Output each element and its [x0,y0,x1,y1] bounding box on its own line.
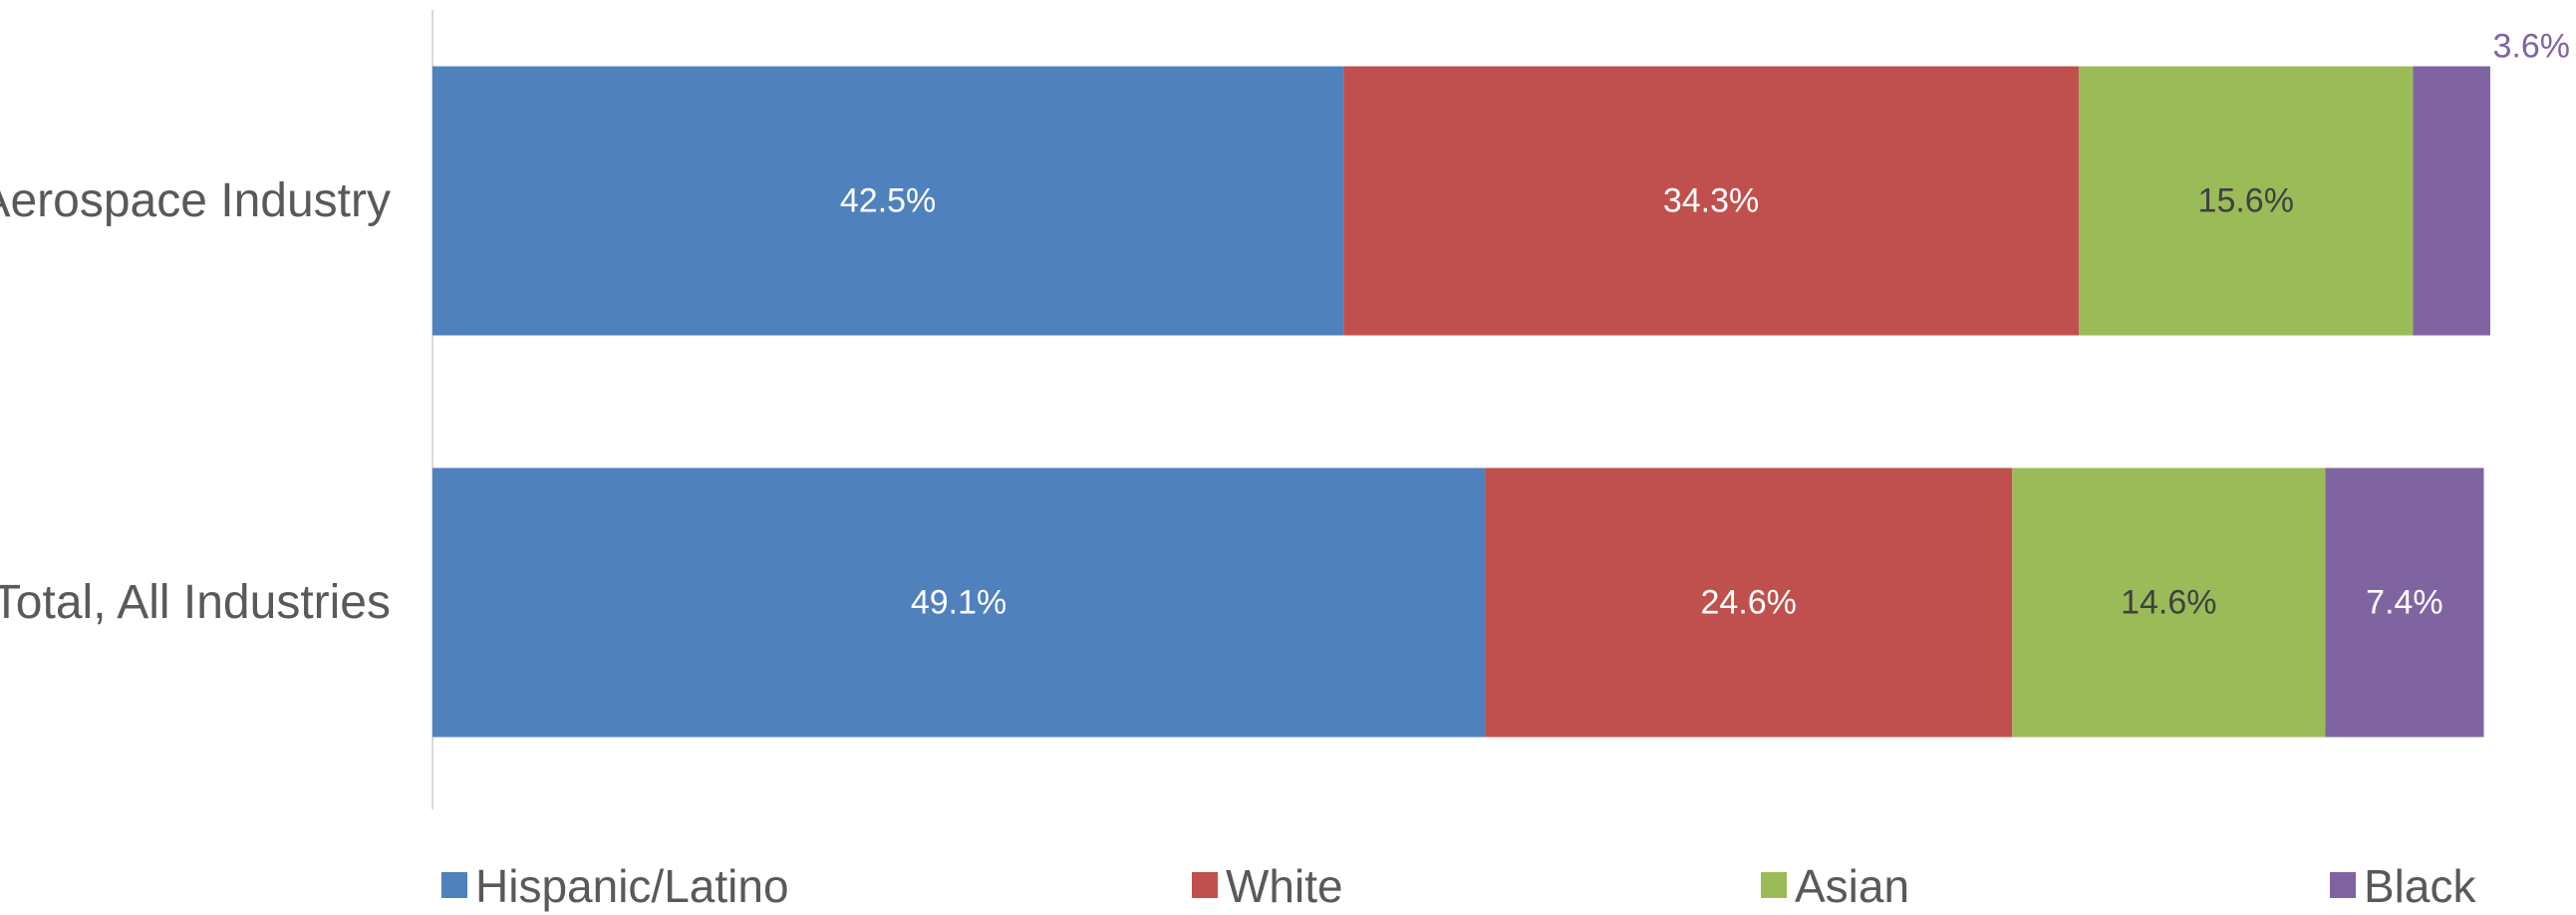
legend-item-black: Black [2330,860,2476,912]
data-label-white-total-all-industries: 24.6% [1701,584,1797,622]
legend-swatch-asian [1761,872,1787,898]
data-label-hispanic-latino-total-all-industries: 49.1% [911,584,1006,622]
legend-swatch-hispanic-latino [441,872,467,898]
data-label-asian-total-all-industries: 14.6% [2121,584,2216,622]
data-label-black-aerospace-industry: 3.6% [2493,28,2571,66]
legend-swatch-white [1192,872,1218,898]
data-label-hispanic-latino-aerospace-industry: 42.5% [840,182,936,220]
legend-item-white: White [1192,860,1343,912]
category-label-aerospace-industry: Aerospace Industry [0,174,391,227]
bar-asian-total-all-industries [2012,467,2326,738]
legend-label-hispanic-latino: Hispanic/Latino [475,860,789,912]
bar-black-total-all-industries [2325,467,2484,738]
data-label-black-total-all-industries: 7.4% [2366,584,2443,622]
bar-black-aerospace-industry [2413,66,2490,336]
bar-hispanic-latino-aerospace-industry [432,66,1344,336]
legend-item-asian: Asian [1761,860,1909,912]
category-labels: Aerospace Industry Total, All Industries [0,174,391,629]
data-label-white-aerospace-industry: 34.3% [1663,182,1759,220]
legend-swatch-black [2330,872,2356,898]
legend-item-hispanic-latino: Hispanic/Latino [441,860,789,912]
legend-label-asian: Asian [1795,860,1909,912]
legend: Hispanic/Latino White Asian Black [441,860,2476,912]
category-label-total-all-industries: Total, All Industries [0,576,391,629]
legend-label-white: White [1226,860,1343,912]
bar-white-total-all-industries [1485,467,2013,738]
legend-label-black: Black [2364,860,2476,912]
bar-white-aerospace-industry [1343,66,2079,336]
data-label-asian-aerospace-industry: 15.6% [2198,182,2294,220]
bars-group: 42.5% 34.3% 15.6% 3.6% 49.1% 24.6% 14.6% 7.4% [432,28,2570,738]
bar-asian-aerospace-industry [2078,66,2414,336]
bar-hispanic-latino-total-all-industries [432,467,1486,738]
